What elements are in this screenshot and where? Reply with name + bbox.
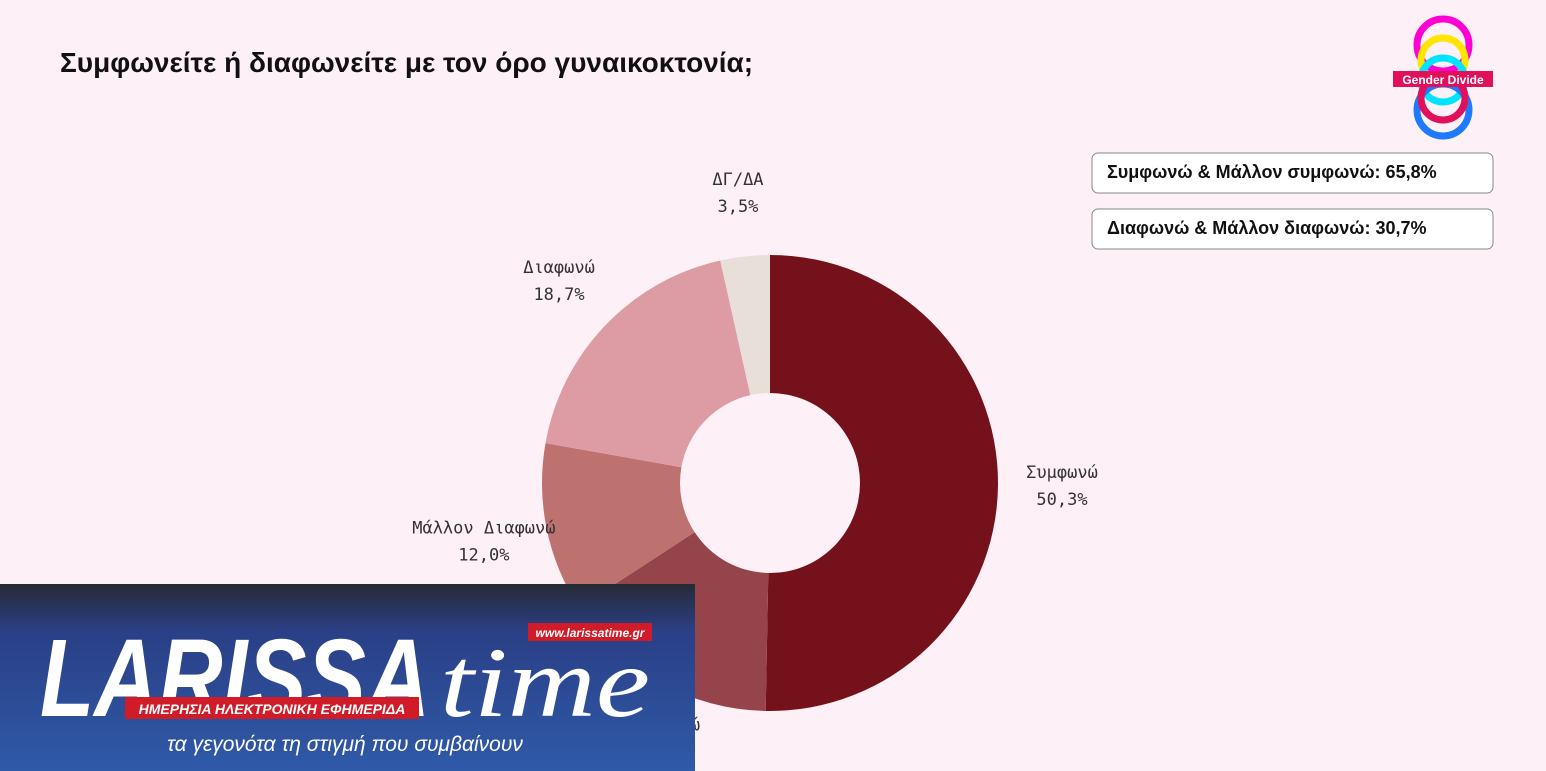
brand: LARISSA xyxy=(40,617,430,740)
overlay-banner: LARISSA time www.larissatime.gr ΗΜΕΡΗΣΙΑ… xyxy=(0,584,695,771)
value-label: 18,7% xyxy=(533,285,584,305)
donut-segment xyxy=(542,443,695,608)
donut-segment xyxy=(765,255,999,712)
tagline-bg xyxy=(125,697,419,719)
url: www.larissatime.gr xyxy=(536,626,646,640)
value-label: 12,0% xyxy=(458,545,509,565)
url-bg xyxy=(528,623,652,641)
slogan: τα γεγονότα τη στιγμή που συμβαίνουν xyxy=(167,733,523,756)
segment-label: ΔΓ/ΔΑ xyxy=(712,170,763,190)
logo: Gender Divide xyxy=(1393,15,1493,140)
value-label: 3,5% xyxy=(717,197,758,217)
value-label: 50,3% xyxy=(1036,490,1087,510)
summary: Συμφωνώ & Μάλλον συμφωνώ: 65,8% Διαφωνώ … xyxy=(1091,152,1494,250)
segment-label: Διαφωνώ xyxy=(523,258,595,278)
chart-title: Συμφωνείτε ή διαφωνείτε με τον όρο γυναι… xyxy=(60,47,753,78)
donut-segment xyxy=(720,255,770,396)
segment-label: Μάλλον Διαφωνώ xyxy=(412,518,555,538)
logo-text: Gender Divide xyxy=(1402,73,1484,87)
summary-text: Συμφωνώ & Μάλλον συμφωνώ: 65,8% xyxy=(1107,162,1437,182)
summary-box xyxy=(1091,208,1494,250)
summary-text: Διαφωνώ & Μάλλον διαφωνώ: 30,7% xyxy=(1107,218,1426,238)
tagline: ΗΜΕΡΗΣΙΑ ΗΛΕΚΤΡΟΝΙΚΗ ΕΦΗΜΕΡΙΔΑ xyxy=(139,701,406,717)
brand2: time xyxy=(440,627,650,738)
banner-bg xyxy=(0,584,695,771)
donut-segment xyxy=(545,260,751,468)
segment-label: Συμφωνώ xyxy=(1026,463,1098,483)
summary-box xyxy=(1091,152,1494,194)
